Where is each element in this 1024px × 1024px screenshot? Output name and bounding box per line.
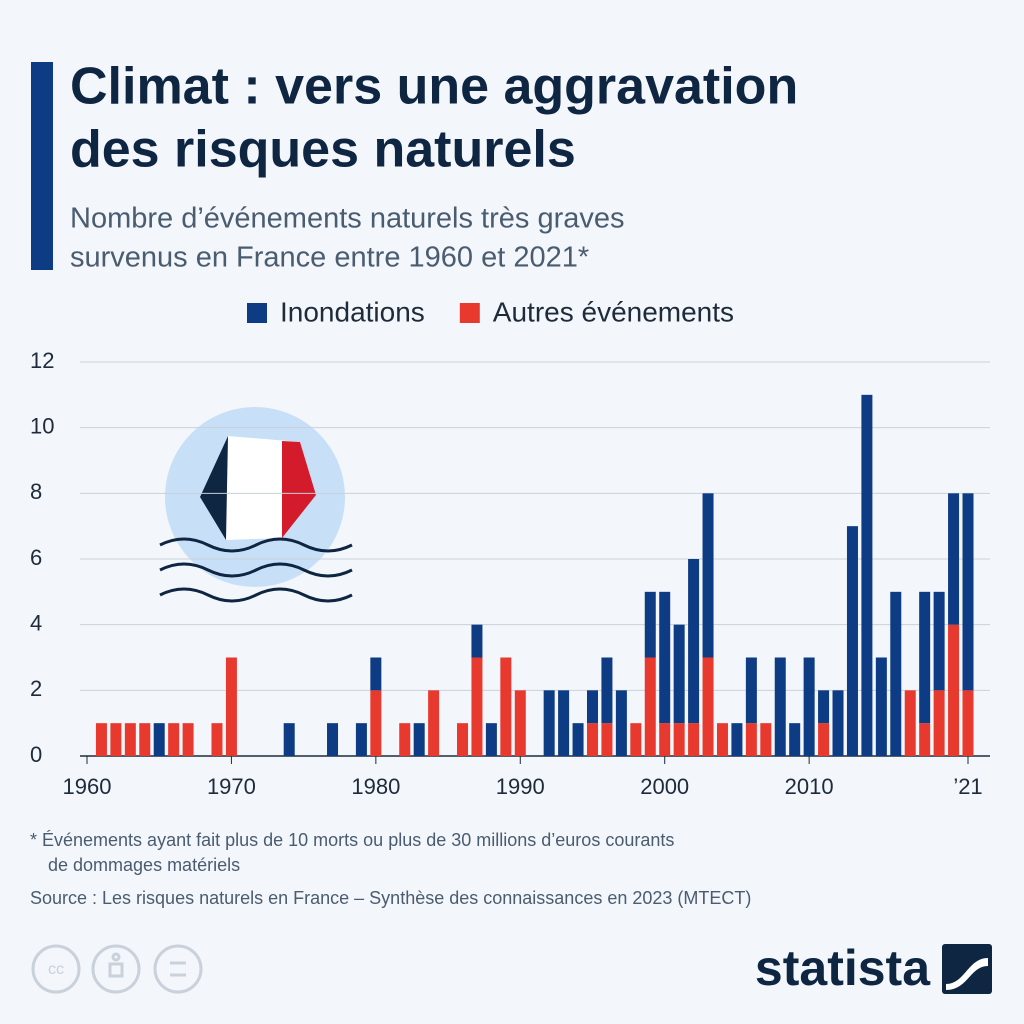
x-tick-label: 1980 (351, 774, 400, 799)
bar-segment (413, 723, 425, 756)
legend-label: Autres événements (493, 296, 734, 327)
bar-segment (745, 657, 757, 724)
bar-segment (688, 559, 700, 724)
bar-segment (139, 723, 151, 756)
bar-segment (659, 723, 671, 756)
bar-segment (95, 723, 107, 756)
bar-segment (211, 723, 223, 756)
bar-segment (688, 723, 700, 756)
bar-segment (731, 723, 743, 756)
bar-segment (485, 723, 497, 756)
bar-segment (861, 394, 873, 756)
bar-segment (644, 657, 656, 756)
bar-segment (890, 591, 902, 756)
bar-segment (153, 723, 165, 756)
svg-text:cc: cc (48, 961, 64, 978)
bar-segment (110, 723, 122, 756)
bar-segment (803, 657, 815, 756)
subtitle: Nombre d’événements naturels très graves (70, 203, 624, 235)
x-tick-label: 2010 (785, 774, 834, 799)
footnote: de dommages matériels (48, 855, 240, 875)
bar-segment (904, 690, 916, 756)
bar-segment (586, 690, 598, 724)
bar-segment (558, 690, 570, 756)
legend-swatch (459, 303, 480, 323)
y-tick-label: 6 (30, 545, 42, 570)
x-tick-label: 2000 (640, 774, 689, 799)
bar-segment (471, 624, 483, 658)
bar-segment (673, 723, 685, 756)
bar-segment (601, 657, 613, 724)
bar-segment (543, 690, 555, 756)
x-tick-label: 1970 (207, 774, 256, 799)
bar-segment (948, 624, 960, 756)
y-tick-label: 12 (30, 348, 54, 373)
bar-segment (875, 657, 887, 756)
bar-segment (225, 657, 237, 756)
bar-segment (919, 723, 931, 756)
bar-segment (615, 690, 627, 756)
bar-segment (327, 723, 339, 756)
bar-segment (586, 723, 598, 756)
source: Source : Les risques naturels en France … (30, 888, 751, 908)
brand: statista (755, 940, 931, 996)
legend-swatch (247, 303, 267, 323)
chart-title: des risques naturels (70, 121, 576, 179)
bar-segment (601, 723, 613, 756)
bar-segment (500, 657, 512, 756)
y-tick-label: 8 (30, 479, 42, 504)
legend-label: Inondations (280, 296, 425, 327)
y-tick-label: 2 (30, 676, 42, 701)
bar-segment (933, 690, 945, 756)
bar-segment (702, 493, 714, 658)
bar-segment (572, 723, 584, 756)
bar-segment (630, 723, 642, 756)
bar-segment (933, 591, 945, 691)
bar-segment (818, 690, 830, 724)
bar-segment (962, 690, 974, 756)
bar-segment (832, 690, 844, 756)
bar-segment (774, 657, 786, 756)
x-tick-label: ’21 (953, 774, 982, 799)
bar-segment (818, 723, 830, 756)
x-tick-label: 1960 (63, 774, 112, 799)
bar-segment (789, 723, 801, 756)
y-tick-label: 4 (30, 610, 42, 635)
bar-segment (514, 690, 526, 756)
bar-segment (168, 723, 180, 756)
bar-segment (355, 723, 367, 756)
bar-segment (919, 591, 931, 724)
bar-segment (659, 591, 671, 724)
bar-segment (702, 657, 714, 756)
bar-segment (846, 526, 858, 756)
bar-segment (457, 723, 469, 756)
x-tick-label: 1990 (496, 774, 545, 799)
title-accent (31, 62, 53, 270)
bar-segment (962, 493, 974, 691)
bar-segment (370, 690, 382, 756)
bar-segment (760, 723, 772, 756)
bar-segment (673, 624, 685, 724)
bar-segment (399, 723, 411, 756)
bar-segment (716, 723, 728, 756)
footnote: * Événements ayant fait plus de 10 morts… (30, 830, 674, 850)
y-tick-label: 0 (30, 742, 42, 767)
bar-segment (948, 493, 960, 625)
flag-illustration (159, 407, 353, 603)
bar-segment (471, 657, 483, 756)
chart-title: Climat : vers une aggravation (70, 58, 798, 116)
bar-segment (370, 657, 382, 691)
bar-segment (428, 690, 440, 756)
bar-segment (182, 723, 194, 756)
subtitle: survenus en France entre 1960 et 2021* (70, 242, 589, 274)
bar-segment (745, 723, 757, 756)
bar-segment (644, 591, 656, 658)
bar-segment (124, 723, 136, 756)
license-icons: cc (31, 944, 203, 994)
y-tick-label: 10 (30, 413, 54, 438)
brand-logo (942, 944, 992, 994)
bar-segment (283, 723, 295, 756)
